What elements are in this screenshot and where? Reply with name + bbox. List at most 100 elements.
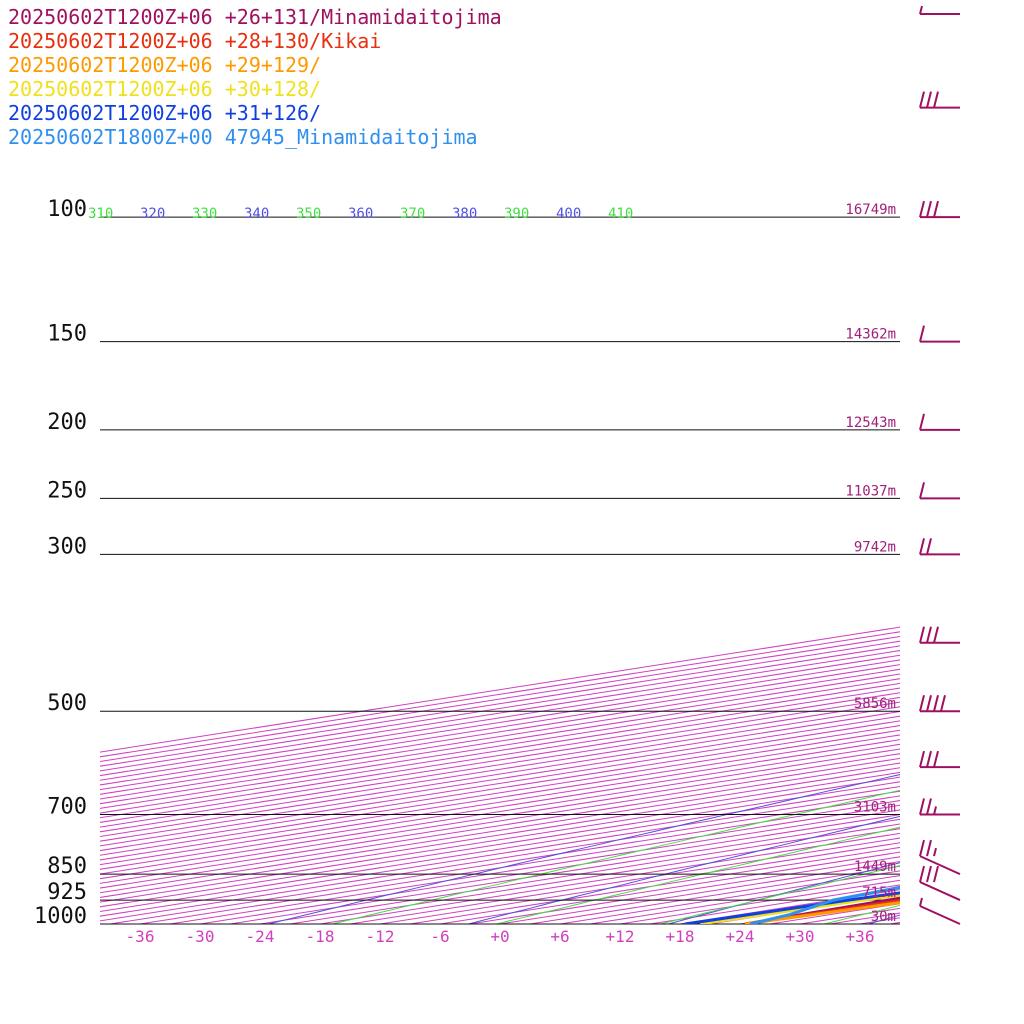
isotherm-line	[100, 654, 900, 781]
pressure-label: 1000	[34, 904, 87, 929]
wind-barbs	[919, 5, 961, 925]
moist-adiabat-line	[332, 789, 900, 924]
wind-barb-flag	[933, 626, 939, 643]
legend-entry: 20250602T1800Z+00 47945_Minamidaitojima	[8, 125, 478, 149]
isotherm-line	[100, 706, 900, 833]
temperature-tick-label: +30	[786, 927, 815, 946]
isotherm-line	[619, 879, 900, 924]
height-label: 3103m	[854, 800, 896, 816]
moist-adiabat-line	[660, 865, 900, 924]
temperature-tick-label: +6	[550, 927, 569, 946]
isotherm-line	[100, 673, 900, 800]
pressure-label: 100	[47, 197, 87, 222]
temperature-profile-line	[744, 901, 900, 924]
theta-label: 400	[556, 206, 581, 222]
wind-barb	[919, 91, 960, 109]
wind-barb	[919, 897, 961, 925]
isotherm-line	[100, 659, 900, 786]
wind-barb-flag	[933, 694, 939, 712]
theta-label: 360	[348, 206, 373, 222]
isotherm-line	[100, 678, 900, 805]
wind-barb-flag	[926, 694, 932, 712]
wind-barb-staff	[919, 881, 961, 901]
wind-barb-flag	[933, 200, 939, 218]
temperature-profiles	[684, 885, 900, 924]
wind-barb	[919, 325, 960, 343]
temperature-tick-labels: -36 -30 -24 -18 -12 -6 +0 +6 +12 +18 +24 +30 +36	[126, 927, 875, 946]
theta-label: 390	[504, 206, 529, 222]
wind-barb	[919, 626, 960, 644]
isotherm-line	[100, 729, 900, 856]
pressure-label: 200	[47, 410, 87, 435]
dry-adiabat-lines	[268, 217, 1024, 924]
wind-barb	[919, 798, 960, 816]
pressure-label: 850	[47, 854, 87, 879]
dry-adiabat-line	[268, 774, 900, 924]
isotherm-line	[100, 720, 900, 847]
isotherm-line	[100, 743, 900, 870]
isotherm-line	[589, 875, 900, 924]
theta-label: 370	[400, 206, 425, 222]
isotherm-line	[100, 734, 900, 861]
wind-barb-half-flag	[919, 897, 923, 907]
temperature-tick-label: +18	[666, 927, 695, 946]
wind-barb-flag	[919, 839, 925, 857]
wind-barb-flag	[933, 865, 939, 883]
wind-barb-flag	[919, 626, 925, 643]
wind-barb-flag	[926, 200, 932, 218]
isotherm-line	[439, 851, 900, 924]
isotherm-line	[100, 757, 900, 884]
wind-barb-flag	[926, 839, 932, 857]
isotherm-lines	[100, 626, 900, 924]
wind-barb-staff	[919, 855, 961, 876]
pressure-label: 700	[47, 795, 87, 820]
height-label: 16749m	[845, 202, 896, 218]
height-labels: 16749m 14362m 12543m 11037m 9742m 5856m 3103m 1…	[845, 202, 896, 925]
height-label: 30m	[871, 909, 896, 925]
wind-barb-flag	[919, 482, 925, 499]
wind-barb-flag	[933, 91, 939, 108]
isotherm-line	[709, 893, 900, 924]
theta-labels: 310 320 330 340 350 360 370 380 390 400 410	[88, 206, 633, 222]
pressure-label: 925	[47, 880, 87, 905]
temperature-tick-label: -6	[430, 927, 449, 946]
isotherm-line	[100, 739, 900, 866]
isotherm-line	[889, 921, 900, 924]
wind-barb-flag	[919, 91, 925, 108]
isotherm-line	[859, 917, 900, 924]
wind-barb-flag	[919, 200, 925, 218]
wind-barb-half-flag	[933, 847, 937, 857]
pressure-label: 500	[47, 691, 87, 716]
isobar-lines	[100, 216, 900, 925]
wind-barb	[919, 538, 960, 556]
isotherm-line	[100, 715, 900, 842]
height-label: 715m	[862, 885, 896, 901]
wind-barb-flag	[926, 798, 932, 815]
wind-barb	[919, 839, 961, 876]
wind-barb-half-flag	[933, 806, 937, 815]
isotherm-line	[409, 846, 900, 924]
wind-barb	[919, 482, 960, 500]
moist-adiabat-line	[989, 217, 1024, 924]
pressure-label: 250	[47, 478, 87, 503]
theta-label: 380	[452, 206, 477, 222]
wind-barb	[919, 200, 960, 219]
isotherm-line	[559, 870, 900, 924]
isotherm-line	[100, 725, 900, 852]
temperature-tick-label: +12	[606, 927, 635, 946]
legend-entry: 20250602T1200Z+06 +30+128/	[8, 77, 321, 101]
dry-adiabat-line	[468, 815, 900, 924]
height-label: 11037m	[845, 483, 896, 499]
isotherm-line	[769, 903, 900, 924]
isotherm-line	[100, 701, 900, 828]
isotherm-line	[100, 753, 900, 880]
isotherm-line	[649, 884, 900, 924]
legend-entry: 20250602T1200Z+06 +31+126/	[8, 101, 321, 125]
theta-label: 330	[192, 206, 217, 222]
temperature-tick-label: -24	[246, 927, 275, 946]
isotherm-line	[100, 692, 900, 819]
height-label: 9742m	[854, 539, 896, 555]
wind-barb	[919, 865, 961, 901]
